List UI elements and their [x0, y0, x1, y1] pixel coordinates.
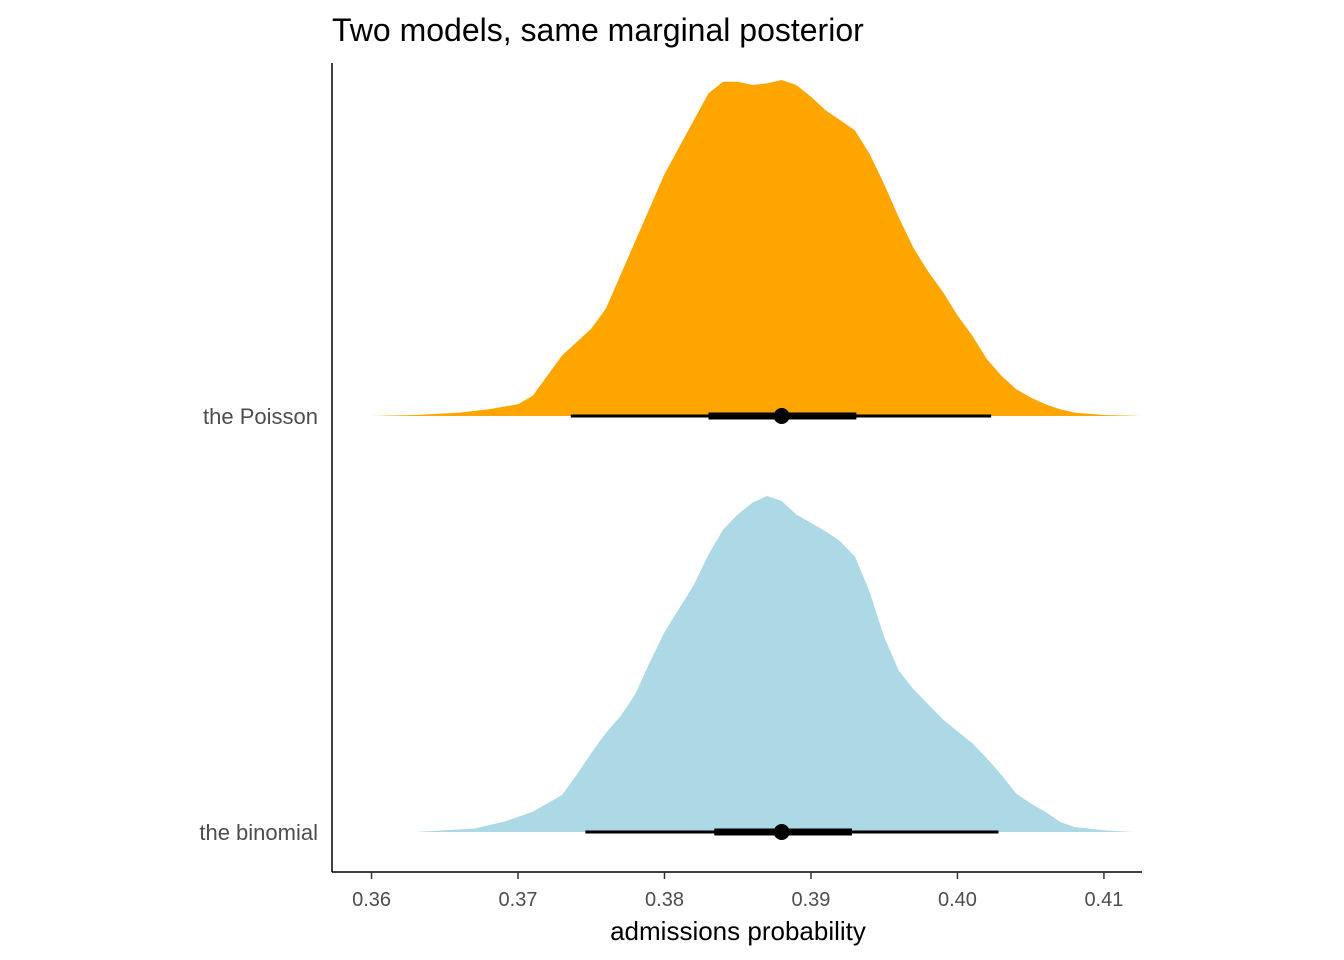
category-label-the-poisson: the Poisson: [203, 404, 318, 429]
chart-title: Two models, same marginal posterior: [332, 12, 864, 48]
x-tick-label: 0.39: [792, 889, 831, 911]
density-the-poisson: [371, 80, 1142, 416]
x-tick-label: 0.36: [352, 889, 391, 911]
density-ridges: [371, 80, 1142, 832]
x-tick-label: 0.41: [1084, 889, 1123, 911]
interval-marks: [570, 408, 999, 840]
x-axis-ticks: 0.36 0.37 0.38 0.39 0.40 0.41: [352, 872, 1123, 911]
x-tick-label: 0.40: [938, 889, 977, 911]
density-the-binomial: [415, 496, 1134, 832]
category-labels: the Poisson the binomial: [199, 404, 318, 845]
point-the-poisson: [773, 408, 790, 424]
point-the-binomial: [773, 824, 790, 840]
x-tick-label: 0.38: [645, 889, 684, 911]
category-label-the-binomial: the binomial: [199, 820, 318, 845]
x-axis-label: admissions probability: [610, 916, 866, 946]
x-tick-label: 0.37: [499, 889, 538, 911]
